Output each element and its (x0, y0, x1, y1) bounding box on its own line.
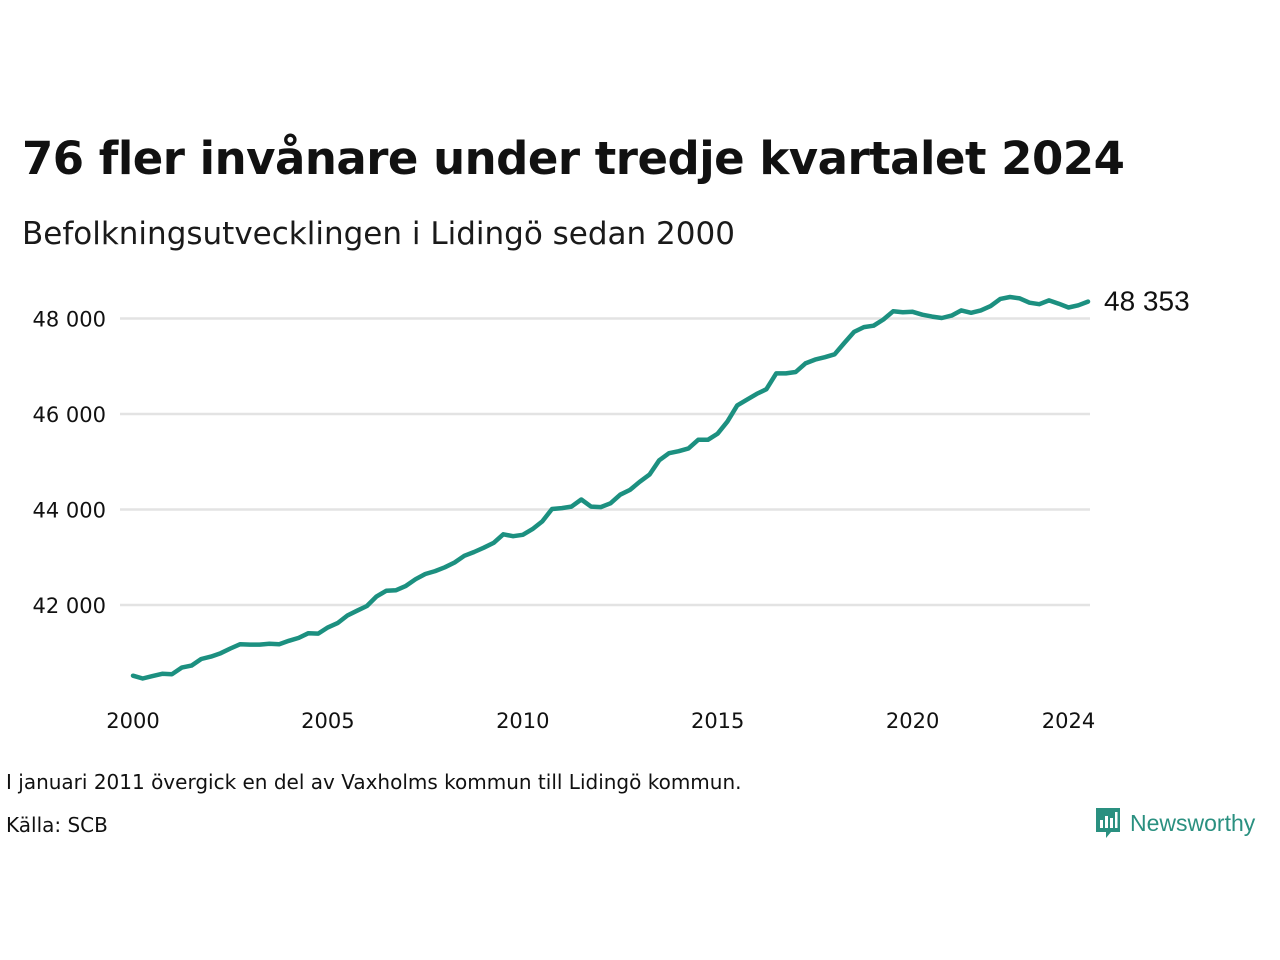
y-tick-label: 44 000 (33, 499, 106, 523)
newsworthy-logo[interactable]: Newsworthy (1094, 806, 1255, 840)
y-tick-label: 42 000 (33, 594, 106, 618)
y-tick-label: 48 000 (33, 308, 106, 332)
x-tick-label: 2020 (886, 709, 939, 733)
y-tick-label: 46 000 (33, 403, 106, 427)
newsworthy-bars-icon (1096, 808, 1120, 838)
x-tick-label: 2024 (1042, 709, 1095, 733)
x-tick-label: 2000 (106, 709, 159, 733)
last-value-label: 48 353 (1104, 286, 1190, 317)
chart-title: 76 fler invånare under tredje kvartalet … (22, 132, 1125, 185)
x-tick-label: 2005 (301, 709, 354, 733)
x-tick-label: 2015 (691, 709, 744, 733)
chart-subtitle: Befolkningsutvecklingen i Lidingö sedan … (22, 216, 735, 252)
x-axis-tick-labels: 2000 2005 2010 2015 2020 2024 (106, 709, 1095, 733)
population-series-line (130, 294, 1091, 681)
source-note: Källa: SCB (6, 813, 108, 837)
brand-name: Newsworthy (1130, 809, 1256, 836)
gridlines (120, 317, 1090, 607)
x-tick-label: 2010 (496, 709, 549, 733)
line-chart: 42 000 44 000 46 000 48 000 2000 2005 2010 201… (33, 286, 1190, 733)
y-axis-tick-labels: 42 000 44 000 46 000 48 000 (33, 308, 106, 619)
footnote: I januari 2011 övergick en del av Vaxhol… (6, 770, 742, 794)
